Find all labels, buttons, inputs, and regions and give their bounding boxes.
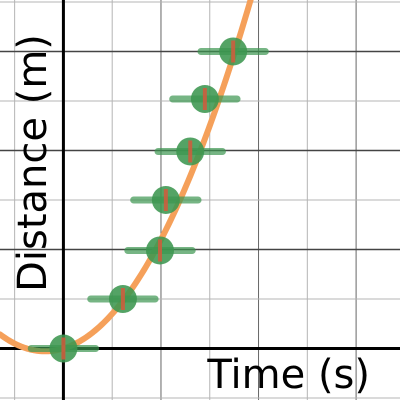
data-point [124, 236, 196, 265]
y-axis-label: Distance (m) [10, 34, 56, 292]
data-point [130, 186, 202, 214]
data-points [27, 37, 269, 363]
data-point [27, 334, 100, 363]
data-point [154, 137, 226, 166]
data-point [197, 37, 269, 66]
data-point [169, 85, 241, 114]
data-point [87, 285, 159, 314]
x-axis-label: Time (s) [206, 352, 370, 398]
